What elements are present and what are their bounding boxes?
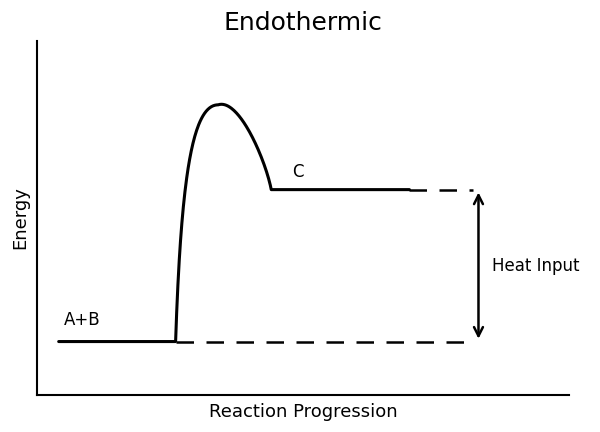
Text: Heat Input: Heat Input <box>492 257 579 275</box>
X-axis label: Reaction Progression: Reaction Progression <box>209 403 397 421</box>
Title: Endothermic: Endothermic <box>224 11 383 35</box>
Y-axis label: Energy: Energy <box>11 187 29 249</box>
Text: A+B: A+B <box>64 311 101 329</box>
Text: C: C <box>293 163 304 181</box>
